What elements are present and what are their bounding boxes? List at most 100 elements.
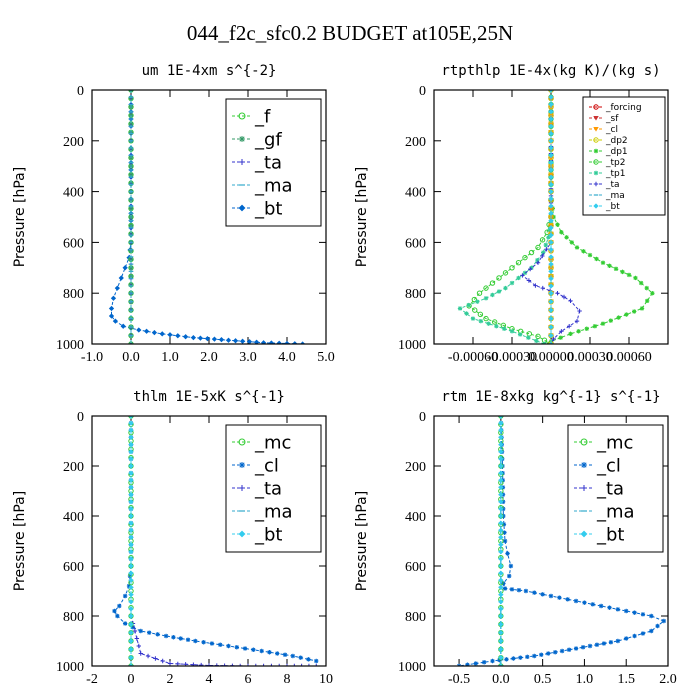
data-point (128, 591, 134, 598)
y-tick-label: 0 (77, 84, 84, 99)
data-point (548, 283, 554, 289)
data-point (615, 638, 621, 644)
legend-marker (239, 159, 245, 165)
legend-label: _gf (254, 129, 282, 150)
data-point (601, 641, 607, 646)
data-point (639, 306, 645, 311)
y-tick-label: 400 (405, 510, 426, 525)
data-point (633, 275, 638, 281)
data-point (548, 101, 554, 108)
data-point (502, 538, 508, 544)
data-point (568, 331, 573, 337)
panels: um 1E-4xm s^{-2} Pressure [hPa] -1.0 0.0 1.0… (12, 63, 677, 687)
data-point (509, 265, 515, 271)
data-point (515, 260, 522, 266)
data-point (551, 336, 556, 342)
data-point (128, 646, 134, 652)
data-point (483, 315, 489, 322)
data-point (561, 294, 567, 300)
data-point (284, 340, 290, 344)
data-point (539, 652, 544, 657)
data-point (128, 606, 134, 612)
series-markers-tp2 (466, 90, 554, 344)
data-point (548, 188, 554, 195)
data-point (136, 643, 141, 649)
data-point (128, 257, 134, 262)
data-point (520, 273, 525, 278)
data-point (498, 463, 504, 469)
data-point (498, 477, 504, 483)
series-group (456, 416, 667, 666)
data-point (548, 196, 554, 202)
legend-label: _ma (254, 501, 293, 522)
y-tick-label: 0 (77, 410, 84, 425)
data-point (197, 335, 204, 341)
legend-label: _ma (605, 191, 625, 201)
data-point (290, 653, 296, 659)
figure-title: 044_f2c_sfc0.2 BUDGET at105E,25N (187, 21, 513, 45)
data-point (523, 588, 529, 594)
x-tick-label: 6 (245, 672, 252, 687)
data-point (498, 527, 504, 533)
chart-panel-2: rtpthlp 1E-4x(kg K)/(kg s) Pressure [hPa]… (354, 63, 669, 365)
data-point (175, 333, 181, 339)
data-point (128, 477, 134, 483)
data-point (253, 663, 258, 666)
legend-marker (239, 136, 245, 142)
data-point (465, 662, 470, 666)
legend-label: _bt (254, 198, 282, 219)
data-point (608, 640, 614, 645)
data-point (282, 652, 288, 657)
data-point (182, 334, 189, 340)
data-point (471, 296, 477, 303)
data-point (498, 570, 504, 576)
data-point (498, 556, 504, 562)
data-point (306, 663, 312, 666)
legend-marker (593, 181, 599, 187)
panel-title: um 1E-4xm s^{-2} (142, 63, 277, 79)
data-point (153, 656, 158, 661)
data-point (548, 332, 554, 339)
data-point (548, 299, 554, 305)
data-point (314, 663, 319, 666)
legend-label: _tp2 (605, 158, 625, 168)
data-point (502, 530, 507, 535)
data-point (497, 657, 502, 663)
data-point (234, 645, 239, 650)
data-point (587, 643, 593, 649)
data-point (541, 250, 546, 255)
data-point (559, 329, 564, 334)
y-tick-label: 800 (405, 287, 426, 302)
data-point (128, 121, 134, 127)
data-point (535, 260, 541, 265)
data-point (566, 647, 572, 652)
x-tick-label: 3.0 (239, 350, 257, 365)
data-point (548, 232, 554, 238)
data-point (535, 244, 541, 251)
data-point (112, 318, 119, 324)
data-point (128, 470, 134, 476)
data-point (128, 655, 134, 661)
data-point (640, 631, 646, 636)
data-point (498, 534, 504, 541)
data-point (128, 563, 134, 569)
data-point (128, 513, 134, 519)
data-point (498, 499, 504, 505)
data-point (576, 329, 581, 334)
data-point (117, 603, 122, 609)
data-point (632, 610, 637, 615)
data-point (526, 335, 531, 340)
x-tick-label: -0.00030 (487, 350, 537, 365)
y-axis-label: Pressure [hPa] (354, 167, 370, 267)
data-point (245, 663, 251, 666)
data-point (134, 636, 140, 641)
y-tick-label: 600 (405, 236, 426, 251)
data-point (128, 638, 134, 644)
series-group (112, 416, 319, 666)
data-point (624, 636, 629, 641)
data-point (548, 123, 554, 129)
data-point (466, 302, 471, 308)
data-point (535, 257, 540, 263)
data-point (540, 592, 545, 597)
data-point (644, 285, 649, 291)
